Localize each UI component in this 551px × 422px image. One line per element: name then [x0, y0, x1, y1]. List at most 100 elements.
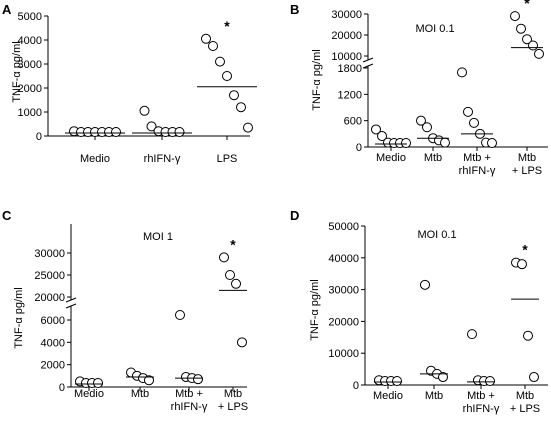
y-tick-label: 1800 [338, 63, 362, 75]
y-tick-label: 3000 [18, 59, 42, 71]
y-tick-label: 30000 [331, 9, 362, 21]
x-tick-label: Mtb + [175, 388, 203, 400]
data-point [485, 376, 495, 386]
y-tick-label: 5000 [18, 11, 42, 23]
x-tick-label: Mtb [131, 388, 149, 400]
x-tick-label: Medio [376, 152, 406, 164]
x-tick-label: rhIFN-γ [144, 153, 181, 165]
data-point [231, 278, 241, 289]
panel-title: MOI 0.1 [417, 229, 456, 241]
y-tick-label: 20000 [331, 30, 362, 42]
panel-a: A TNF-α pg/ml 0 1000 2000 3000 4000 5000 Medio rh… [2, 2, 257, 165]
y-axis-label: TNF-α pg/ml [311, 49, 323, 110]
data-point [534, 48, 544, 59]
data-point [208, 41, 218, 51]
y-tick-label: 10000 [331, 51, 362, 63]
axis-break-mark [65, 297, 77, 303]
axis-break-mark [65, 303, 77, 309]
x-tick-label: LPS [217, 153, 238, 165]
data-point [144, 375, 154, 386]
data-point [469, 117, 479, 128]
panel-d: D MOI 0.1 TNF-α pg/ml 0 10000 20000 30000 40000… [290, 208, 548, 415]
data-point [222, 71, 232, 81]
panel-c: C MOI 1 TNF-α pg/ml 0 2000 4000 6000 20000 25000… [2, 208, 248, 413]
x-tick-label: + LPS [512, 165, 542, 177]
y-tick-label: 600 [344, 116, 362, 128]
y-tick-label: 20000 [34, 292, 65, 304]
x-tick-label: Mtb + [463, 152, 491, 164]
x-tick-label: + LPS [218, 401, 248, 413]
y-tick-label: 50000 [328, 221, 359, 233]
axis-break-mark [362, 63, 374, 69]
y-tick-label: 0 [36, 131, 42, 143]
x-tick-label: Medio [74, 388, 104, 400]
data-point [377, 131, 387, 142]
y-tick-label: 30000 [34, 248, 65, 260]
y-tick-label: 4000 [18, 35, 42, 47]
y-axis-label: TNF-α pg/ml [13, 287, 25, 348]
data-point [215, 56, 225, 67]
y-tick-label: 1200 [338, 89, 362, 101]
data-point [201, 33, 211, 44]
x-tick-label: + LPS [510, 403, 540, 415]
x-tick-label: Mtb [425, 390, 443, 402]
data-point [225, 270, 235, 280]
x-tick-label: Mtb + [467, 390, 495, 402]
y-axis-label: TNF-α pg/ml [309, 279, 321, 340]
data-point [193, 374, 203, 385]
axis-break-mark [362, 57, 374, 63]
data-point [146, 121, 157, 132]
x-tick-label: Mtb [224, 388, 242, 400]
y-tick-label: 40000 [328, 253, 359, 265]
data-point [416, 115, 426, 126]
data-point [528, 40, 538, 51]
data-point [139, 105, 150, 116]
y-tick-label: 6000 [41, 315, 65, 327]
data-point [371, 124, 381, 135]
data-point [487, 138, 497, 148]
significance-marker: * [230, 236, 236, 252]
panel-letter: B [290, 2, 299, 17]
data-point [175, 310, 185, 320]
panel-letter: D [290, 208, 299, 223]
data-point [440, 137, 450, 148]
x-tick-label: rhIFN-γ [459, 165, 496, 177]
data-point [463, 106, 473, 117]
y-tick-label: 4000 [41, 337, 65, 349]
data-point [422, 122, 432, 133]
x-tick-label: rhIFN-γ [463, 403, 500, 415]
data-point [174, 127, 185, 137]
data-point [467, 329, 477, 340]
y-tick-label: 2000 [18, 83, 42, 95]
panel-title: MOI 1 [143, 231, 173, 243]
data-point [522, 34, 532, 45]
y-tick-label: 1000 [18, 107, 42, 119]
panel-letter: C [2, 208, 12, 223]
data-point [401, 138, 411, 148]
x-tick-label: Mtb [424, 152, 442, 164]
x-tick-label: Medio [373, 390, 403, 402]
data-point [529, 372, 539, 383]
y-tick-label: 25000 [34, 270, 65, 282]
x-tick-label: Mtb [518, 152, 536, 164]
significance-marker: * [522, 242, 528, 258]
data-point [229, 90, 239, 101]
data-point [516, 23, 526, 34]
y-tick-label: 0 [356, 142, 362, 154]
y-tick-label: 0 [353, 380, 359, 392]
data-point [510, 11, 520, 22]
data-point [392, 376, 402, 386]
data-point [523, 330, 533, 341]
panel-letter: A [2, 2, 12, 17]
data-point [438, 372, 448, 383]
y-tick-label: 2000 [41, 360, 65, 372]
y-tick-label: 30000 [328, 285, 359, 297]
data-point [457, 67, 467, 78]
significance-marker: * [224, 18, 230, 34]
data-point [237, 337, 247, 348]
significance-marker: * [524, 0, 530, 11]
data-point [420, 279, 430, 290]
data-point [111, 127, 121, 137]
